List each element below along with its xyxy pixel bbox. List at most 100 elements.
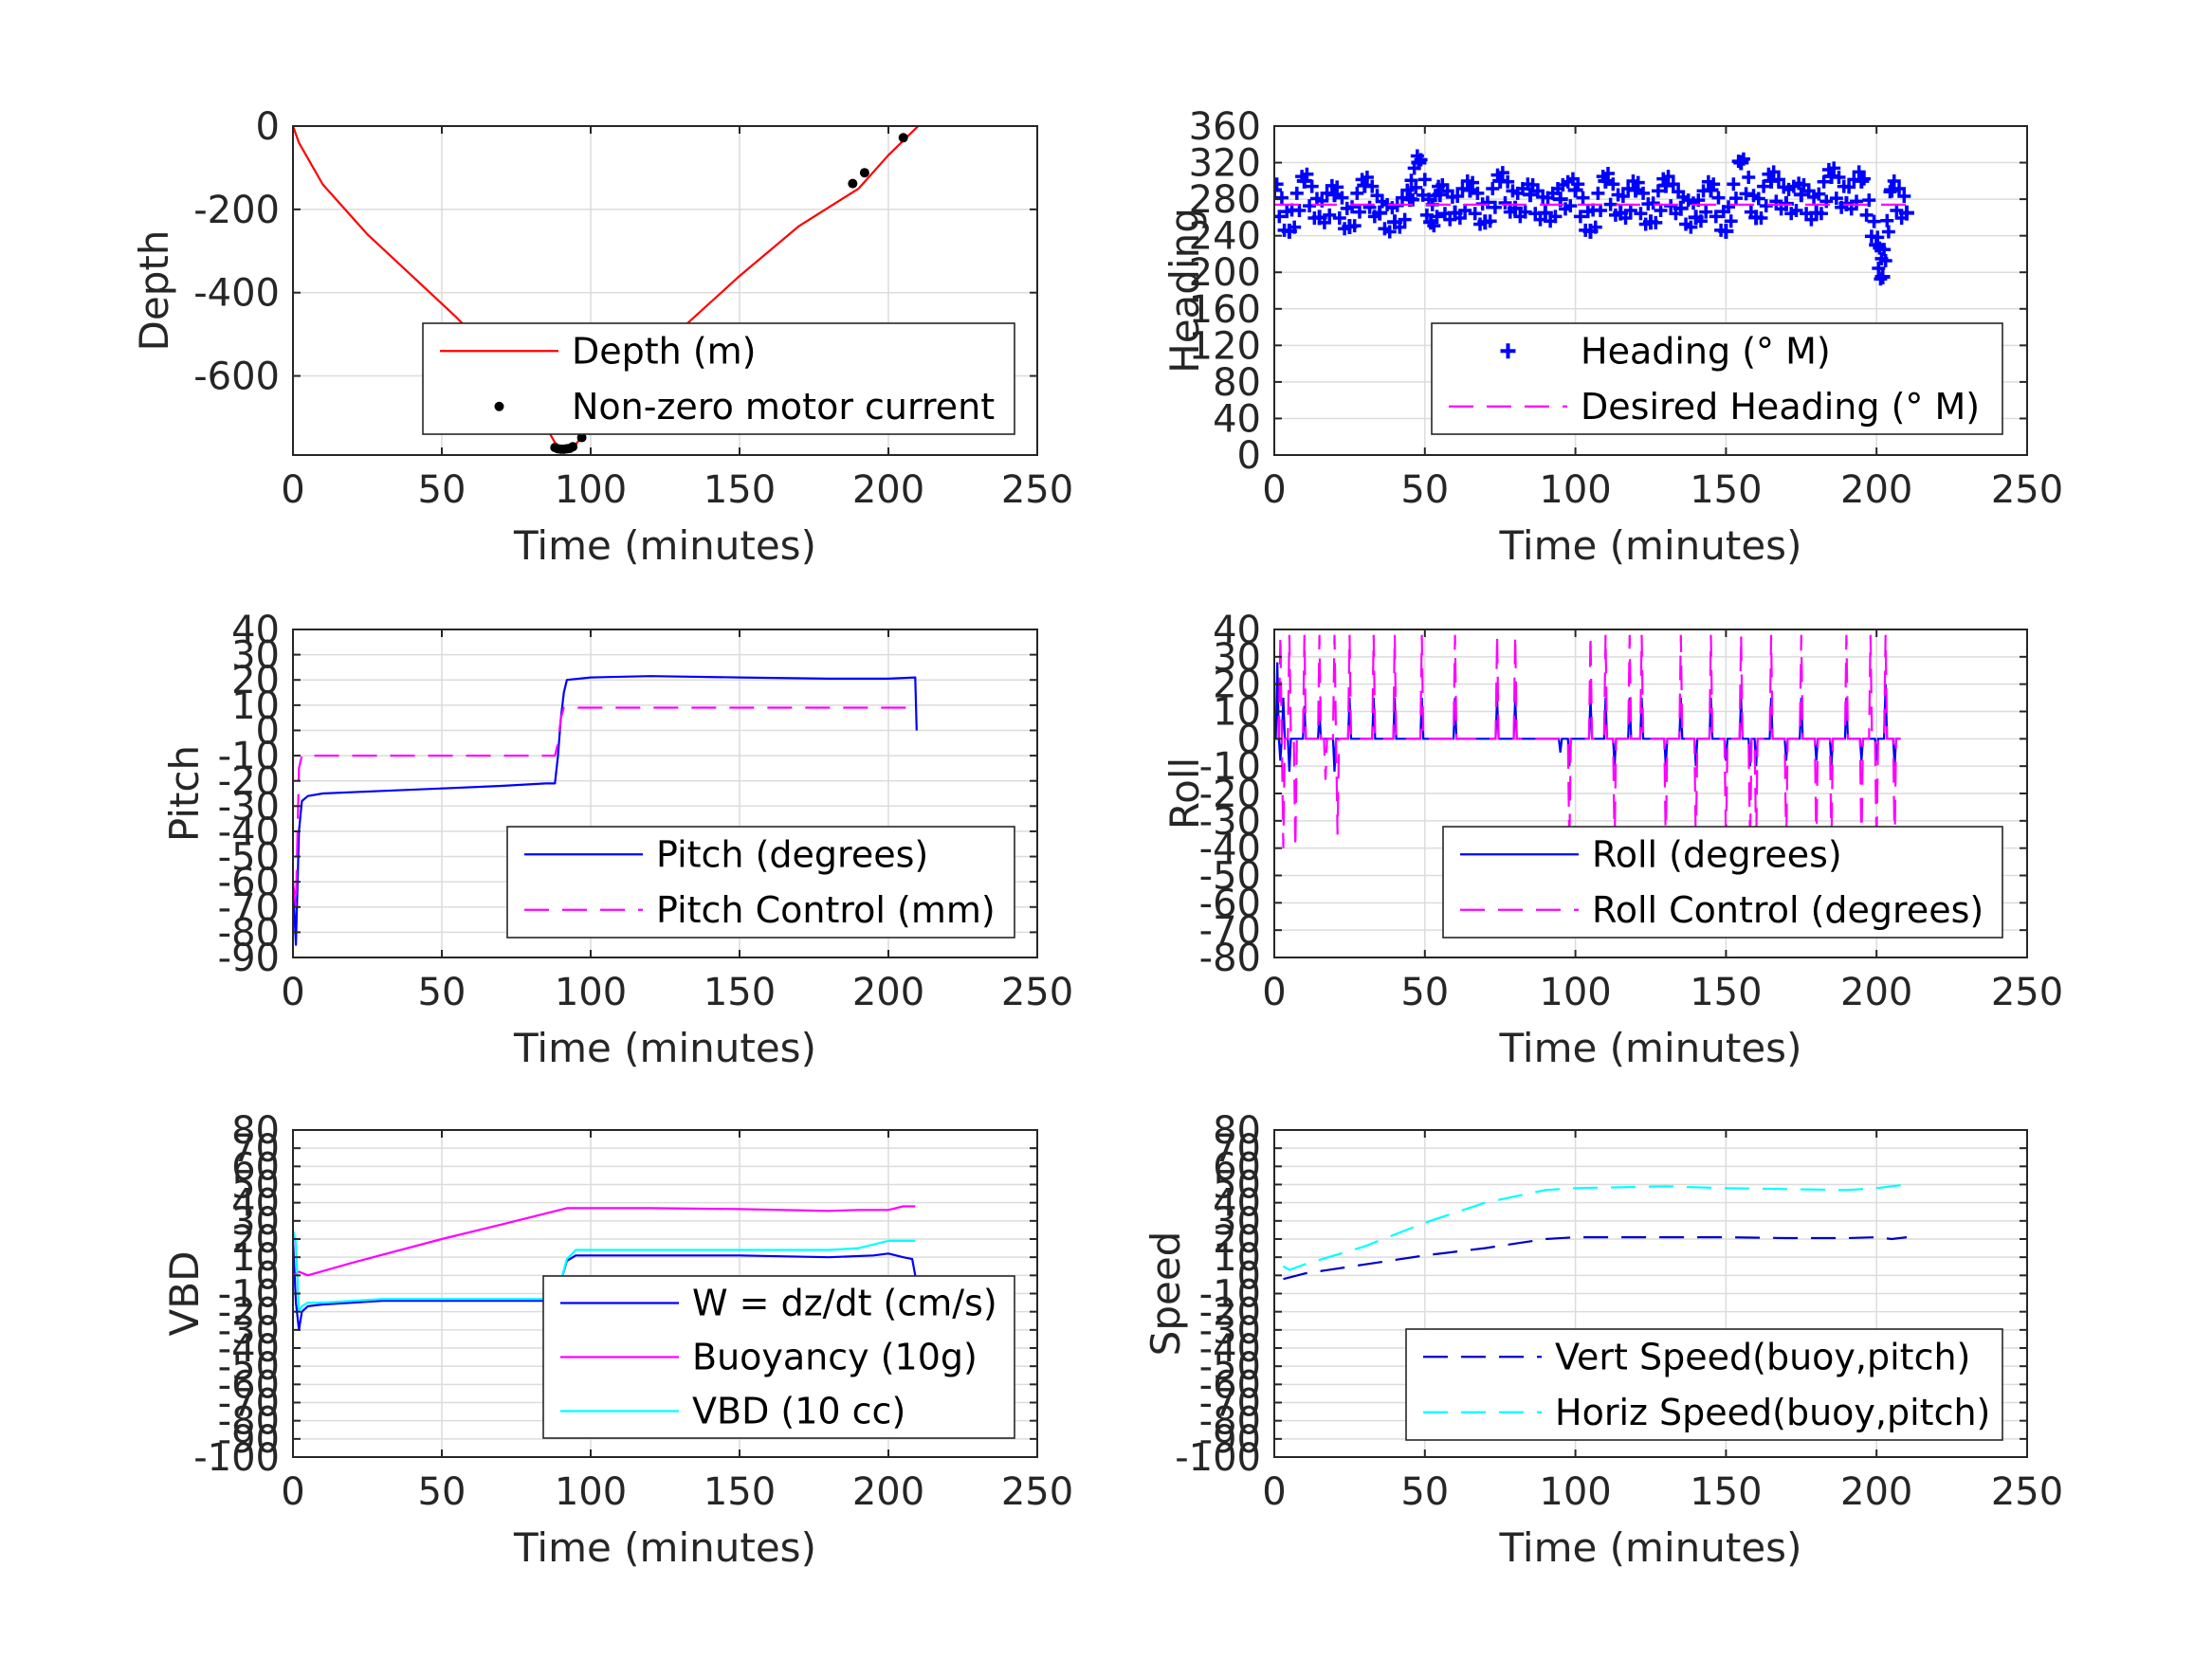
y-tick-label: 20 bbox=[1213, 1218, 1261, 1262]
y-tick-label: -70 bbox=[218, 886, 280, 930]
y-axis-label: Roll bbox=[1161, 757, 1208, 830]
y-tick-label: -40 bbox=[1199, 1327, 1261, 1371]
data-point-fill bbox=[1636, 186, 1651, 200]
y-tick-label: -80 bbox=[218, 911, 280, 955]
data-point-fill bbox=[1623, 203, 1637, 217]
y-axis: 0 -200 -400 -600 bbox=[193, 105, 1037, 399]
y-axis-label: Pitch bbox=[161, 745, 208, 842]
y-tick-label: -70 bbox=[218, 1382, 280, 1426]
data-point-fill bbox=[1757, 179, 1771, 193]
data-point-fill bbox=[1288, 220, 1302, 234]
x-tick-label: 200 bbox=[1840, 971, 1912, 1014]
y-tick-label: -100 bbox=[193, 1436, 280, 1480]
data-point-fill bbox=[1754, 211, 1768, 226]
y-tick-label: -60 bbox=[218, 1363, 280, 1407]
y-tick-label: 70 bbox=[1213, 1127, 1261, 1171]
y-tick-label: -30 bbox=[1199, 800, 1261, 844]
y-tick-label: 320 bbox=[1189, 142, 1261, 186]
data-point-fill bbox=[1548, 210, 1563, 224]
legend: Depth (m) Non-zero motor current bbox=[422, 322, 1015, 435]
data-layer bbox=[293, 126, 920, 454]
y-tick-label: 30 bbox=[231, 1200, 280, 1244]
series-pitch-1 bbox=[293, 706, 916, 908]
data-point-fill bbox=[1393, 220, 1407, 234]
x-tick-label: 200 bbox=[1840, 1470, 1912, 1514]
y-tick-label: -10 bbox=[1199, 1273, 1261, 1317]
x-tick-label: 100 bbox=[555, 468, 627, 512]
legend-box bbox=[1442, 826, 2003, 939]
y-tick-label: -70 bbox=[1199, 909, 1261, 953]
y-tick-label: -50 bbox=[1199, 855, 1261, 899]
data-point-fill bbox=[1711, 191, 1726, 205]
y-tick-label: 240 bbox=[1189, 215, 1261, 259]
data-point bbox=[576, 432, 587, 443]
legend-label: Buoyancy (10g) bbox=[692, 1337, 978, 1378]
data-point-fill bbox=[1307, 211, 1322, 226]
data-point-fill bbox=[1812, 187, 1826, 201]
y-tick-label: 0 bbox=[256, 1254, 280, 1298]
data-point-fill bbox=[1483, 214, 1497, 228]
data-point-fill bbox=[1883, 185, 1897, 199]
data-point-fill bbox=[1829, 191, 1843, 206]
y-tick-label: 0 bbox=[1237, 434, 1261, 478]
x-tick-label: 150 bbox=[1690, 468, 1762, 512]
data-point-fill bbox=[1305, 179, 1319, 193]
y-tick-label: -50 bbox=[1199, 1345, 1261, 1389]
y-tick-label: 40 bbox=[231, 609, 280, 652]
data-point-fill bbox=[1669, 207, 1683, 221]
data-point-fill bbox=[1618, 211, 1633, 226]
data-point bbox=[898, 133, 908, 143]
data-point-fill bbox=[1892, 182, 1907, 196]
data-point-fill bbox=[1696, 184, 1710, 198]
data-point-fill bbox=[1751, 191, 1765, 206]
y-tick-label: 280 bbox=[1189, 178, 1261, 222]
data-point-fill bbox=[1292, 203, 1307, 217]
legend-item: Roll Control (degrees) bbox=[1460, 889, 1983, 931]
legend-item: Pitch (degrees) bbox=[524, 833, 928, 875]
data-point-fill bbox=[1859, 208, 1874, 222]
data-point-fill bbox=[1576, 191, 1590, 205]
y-tick-label: -80 bbox=[1199, 937, 1261, 980]
data-point-fill bbox=[1887, 173, 1901, 188]
legend: Pitch (degrees) Pitch Control (mm) bbox=[506, 826, 1015, 939]
data-point-fill bbox=[1498, 195, 1512, 210]
x-tick-label: 0 bbox=[281, 1470, 304, 1514]
y-tick-label: -50 bbox=[218, 1345, 280, 1389]
data-point-fill bbox=[1631, 175, 1645, 190]
data-point-fill bbox=[1616, 190, 1630, 204]
x-tick-label: 100 bbox=[1539, 971, 1611, 1014]
legend-box bbox=[1431, 322, 2003, 435]
data-point-fill bbox=[1684, 220, 1698, 234]
y-tick-label: -20 bbox=[218, 1291, 280, 1335]
data-point bbox=[848, 178, 858, 189]
x-axis-label: Time (minutes) bbox=[513, 1524, 816, 1571]
data-layer bbox=[1274, 149, 1914, 286]
data-point-fill bbox=[1634, 207, 1648, 221]
y-axis-label: Heading bbox=[1161, 208, 1208, 374]
data-point-fill bbox=[1856, 172, 1871, 186]
x-tick-label: 100 bbox=[555, 1470, 627, 1514]
legend-label: Roll Control (degrees) bbox=[1592, 889, 1983, 931]
data-point-fill bbox=[1347, 219, 1362, 233]
legend-label: Roll (degrees) bbox=[1592, 833, 1842, 875]
data-point-fill bbox=[1274, 191, 1289, 205]
data-point bbox=[859, 168, 869, 178]
data-point-fill bbox=[1417, 173, 1432, 187]
legend-label: Non-zero motor current bbox=[572, 386, 995, 428]
data-point-fill bbox=[1501, 174, 1515, 189]
legend: Heading (° M) Desired Heading (° M) bbox=[1431, 322, 2003, 435]
data-point-fill bbox=[1338, 222, 1352, 236]
data-point-fill bbox=[1878, 254, 1892, 268]
y-tick-label: -10 bbox=[1199, 745, 1261, 789]
series-speed-0 bbox=[1283, 1236, 1908, 1281]
y-tick-label: -30 bbox=[1199, 1309, 1261, 1353]
legend-item: Pitch Control (mm) bbox=[524, 889, 996, 931]
y-tick-label: 80 bbox=[231, 1109, 280, 1153]
data-point-fill bbox=[1852, 165, 1866, 179]
legend-item: Heading (° M) bbox=[1500, 330, 1831, 372]
chart-depth: 0 50 100 150 200 250 0 -200 -400 -600 Time (minute… bbox=[131, 105, 1073, 569]
legend: W = dz/dt (cm/s) Buoyancy (10g) VBD (10 cc… bbox=[542, 1275, 1015, 1439]
data-point-fill bbox=[1874, 272, 1888, 286]
y-tick-label: -400 bbox=[193, 272, 280, 316]
